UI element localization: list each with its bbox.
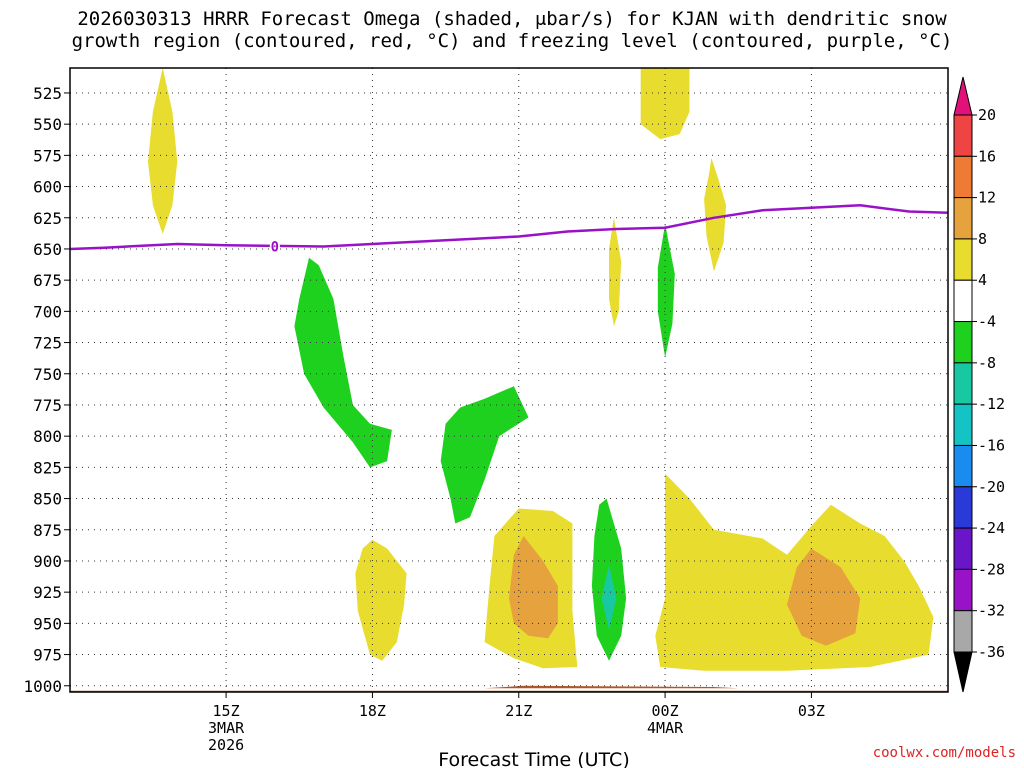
colorbar-bottom-arrow — [953, 651, 973, 693]
colorbar-label: 8 — [978, 230, 987, 248]
colorbar-label: 20 — [978, 106, 996, 124]
colorbar-box — [953, 444, 973, 488]
omega-region-early-upper — [148, 68, 178, 234]
x-tick-label: 18Z — [359, 702, 386, 720]
y-tick-label: 950 — [33, 614, 62, 633]
y-tick-label: 775 — [33, 396, 62, 415]
freezing-level-label: 0 — [271, 239, 279, 255]
x-tick-label: 03Z — [798, 702, 825, 720]
y-tick-label: 850 — [33, 490, 62, 509]
colorbar-label: -4 — [978, 313, 996, 331]
colorbar-top-arrow — [953, 76, 973, 116]
omega-region-green-narrow — [657, 224, 675, 358]
y-tick-label: 825 — [33, 458, 62, 477]
omega-region-green-upper-left — [294, 257, 392, 468]
omega-region-yellow-large — [655, 473, 934, 671]
colorbar-box — [953, 321, 973, 364]
y-tick-label: 725 — [33, 334, 62, 353]
colorbar-label: -20 — [978, 478, 1005, 496]
colorbar-label: 12 — [978, 189, 996, 207]
colorbar-box — [953, 403, 973, 446]
y-tick-label: 550 — [33, 115, 62, 134]
omega-region-orange-03z — [787, 548, 861, 646]
colorbar-box — [953, 362, 973, 405]
freezing-level-line — [69, 204, 949, 251]
x-axis-label: Forecast Time (UTC) — [438, 749, 629, 768]
colorbar-label: 16 — [978, 147, 996, 165]
x-tick-sublabel: 3MAR — [208, 719, 245, 737]
plot-frame — [69, 67, 949, 693]
freezing-label-bg — [269, 239, 280, 254]
omega-region-green-mid — [440, 386, 529, 524]
x-tick-sublabel: 2026 — [208, 736, 244, 754]
x-tick-label: 21Z — [505, 702, 532, 720]
colorbar-label: -16 — [978, 436, 1005, 454]
omega-region-yellow-18z — [355, 539, 407, 661]
y-tick-label: 750 — [33, 365, 62, 384]
y-tick-label: 575 — [33, 146, 62, 165]
x-tick-sublabel: 4MAR — [647, 719, 684, 737]
omega-region-orange-21z — [509, 536, 558, 639]
colorbar-label: -36 — [978, 643, 1005, 661]
colorbar-box — [953, 279, 973, 323]
colorbar-box — [953, 527, 973, 570]
x-tick-label: 15Z — [213, 702, 240, 720]
colorbar-box — [953, 155, 973, 199]
y-tick-label: 650 — [33, 240, 62, 259]
source-credit: coolwx.com/models — [872, 745, 1016, 761]
y-tick-label: 900 — [33, 552, 62, 571]
y-tick-label: 875 — [33, 521, 62, 540]
y-tick-label: 800 — [33, 427, 62, 446]
y-tick-label: 625 — [33, 209, 62, 228]
colorbar-label: -24 — [978, 519, 1005, 537]
colorbar-box — [953, 197, 973, 240]
y-tick-label: 925 — [33, 583, 62, 602]
y-tick-label: 1000 — [23, 677, 62, 696]
chart-title: 2026030313 HRRR Forecast Omega (shaded, … — [71, 8, 953, 52]
colorbar-box — [953, 568, 973, 612]
ground-bump — [484, 685, 739, 689]
colorbar-box — [953, 238, 973, 281]
omega-region-top-center — [640, 68, 690, 140]
y-tick-label: 975 — [33, 646, 62, 665]
omega-region-teal-core — [601, 564, 617, 630]
colorbar-label: 4 — [978, 271, 987, 289]
y-tick-label: 675 — [33, 271, 62, 290]
colorbar-label: -12 — [978, 395, 1005, 413]
colorbar-box — [953, 486, 973, 529]
colorbar-label: -32 — [978, 602, 1005, 620]
colorbar-box — [953, 610, 973, 653]
omega-region-upper-right — [704, 157, 727, 272]
y-tick-label: 600 — [33, 178, 62, 197]
y-tick-label: 525 — [33, 84, 62, 103]
y-tick-label: 700 — [33, 302, 62, 321]
colorbar-label: -8 — [978, 354, 996, 372]
colorbar-label: -28 — [978, 560, 1005, 578]
x-tick-label: 00Z — [652, 702, 679, 720]
omega-region-mid-sliver — [609, 217, 622, 327]
colorbar-box — [953, 114, 973, 157]
